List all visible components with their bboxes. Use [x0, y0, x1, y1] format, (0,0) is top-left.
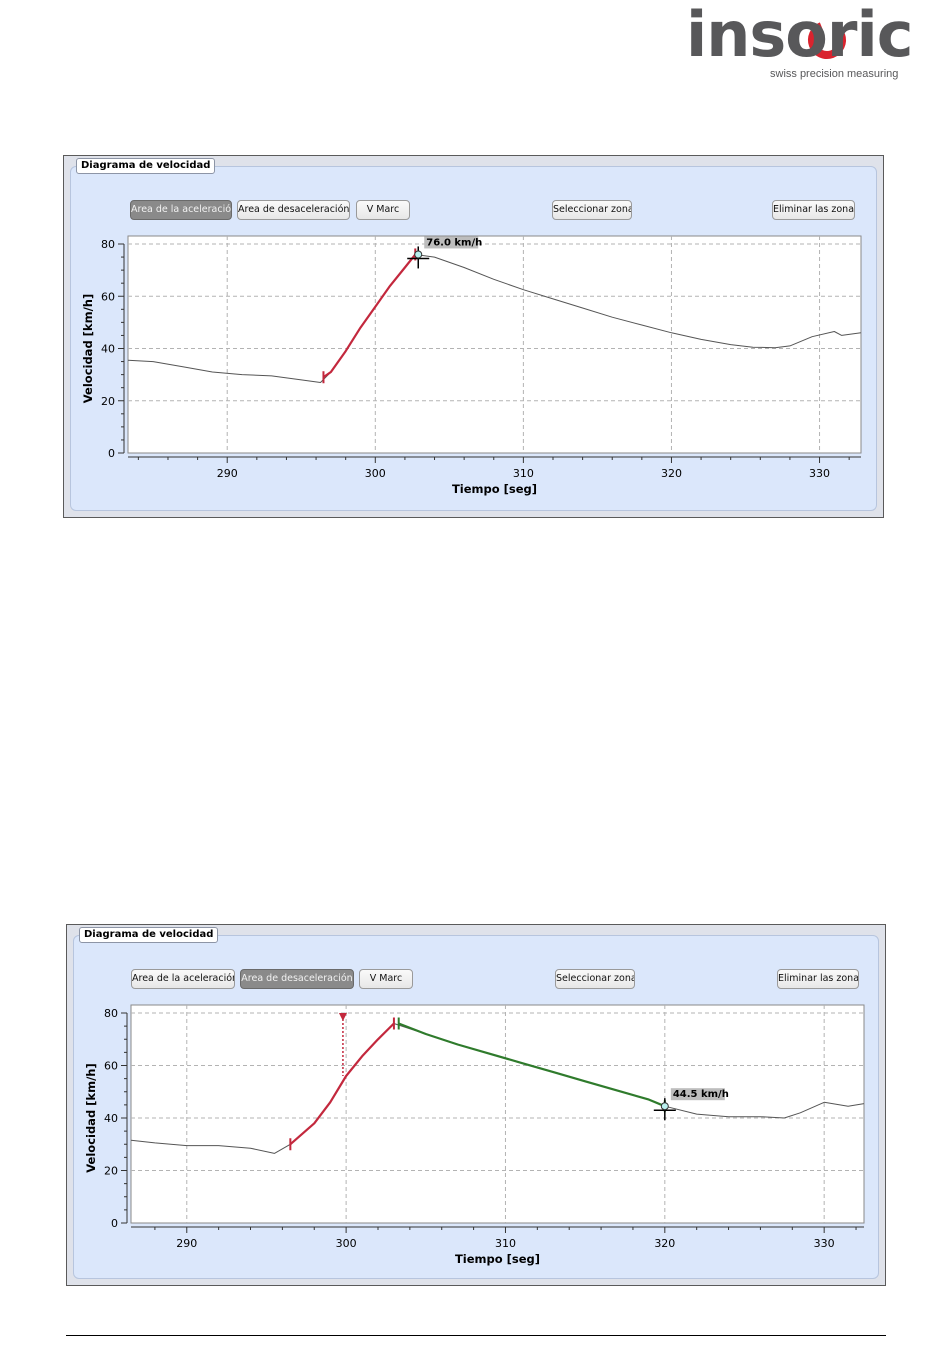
x-tick-label: 290	[176, 1237, 197, 1250]
speed-curve	[127, 254, 862, 383]
y-axis-title: Velocidad [km/h]	[84, 1063, 98, 1172]
logo-tagline: swiss precision measuring	[770, 68, 899, 80]
x-tick-label: 300	[336, 1237, 357, 1250]
footer-divider	[66, 1335, 886, 1336]
y-tick-label: 40	[101, 343, 115, 356]
select-zone-button[interactable]: Seleccionar zona	[555, 969, 635, 989]
y-tick-label: 60	[104, 1060, 118, 1073]
value-label: 76.0 km/h	[426, 237, 482, 248]
x-axis-title: Tiempo [seg]	[455, 1252, 540, 1266]
x-tick-label: 310	[495, 1237, 516, 1250]
v-marc-triangle-icon[interactable]	[338, 1013, 347, 1021]
y-tick-label: 40	[104, 1112, 118, 1125]
logo-wordmark: insoric	[686, 0, 913, 71]
highlight-zone-curve	[322, 253, 417, 379]
y-tick-label: 60	[101, 290, 115, 303]
value-label-background	[424, 236, 479, 249]
v-marc-button[interactable]: V Marc	[359, 969, 413, 989]
x-tick-label: 290	[217, 467, 238, 480]
y-tick-label: 20	[104, 1165, 118, 1178]
plot-area	[127, 235, 862, 454]
value-label-background	[670, 1088, 725, 1101]
value-point-marker[interactable]	[660, 1102, 669, 1111]
speed-chart[interactable]: 0 20 40 60 80 290 300 310 320 330 Tiempo [seg] Velo…	[64, 156, 885, 519]
acceleration-area-button[interactable]: Area de la aceleración	[131, 969, 235, 989]
x-tick-label: 300	[365, 467, 386, 480]
y-tick-label: 20	[101, 395, 115, 408]
speed-chart[interactable]: 0 20 40 60 80 290 300 310 320 330 Tiempo [seg] Velo…	[67, 925, 887, 1287]
insoric-logo: insoric swiss precision measuring	[686, 0, 913, 84]
y-tick-label: 80	[104, 1007, 118, 1020]
highlight-zone-curve	[398, 1022, 666, 1108]
x-tick-label: 320	[654, 1237, 675, 1250]
y-axis-title: Velocidad [km/h]	[81, 294, 95, 403]
x-axis-title: Tiempo [seg]	[452, 482, 537, 496]
value-point-marker[interactable]	[414, 250, 423, 259]
speed-diagram-panel-1: Diagrama de velocidad Area de la acelera…	[63, 155, 884, 518]
speed-diagram-panel-2: Diagrama de velocidad Area de la acelera…	[66, 924, 886, 1286]
y-tick-label: 80	[101, 238, 115, 251]
panel-title: Diagrama de velocidad	[76, 158, 216, 174]
panel-title: Diagrama de velocidad	[79, 927, 219, 943]
plot-area	[130, 1004, 865, 1224]
logo-accent-ring-icon	[808, 21, 846, 59]
select-zone-button[interactable]: Seleccionar zona	[552, 200, 632, 220]
y-tick-label: 0	[108, 447, 115, 460]
acceleration-area-button[interactable]: Area de la aceleración	[130, 200, 232, 220]
x-tick-label: 320	[661, 467, 682, 480]
highlight-zone-curve	[289, 1022, 395, 1146]
x-tick-label: 330	[809, 467, 830, 480]
y-tick-label: 0	[111, 1217, 118, 1230]
x-tick-label: 310	[513, 467, 534, 480]
deceleration-area-button[interactable]: Area de desaceleración	[240, 969, 354, 989]
delete-zones-button[interactable]: Eliminar las zonas	[777, 969, 859, 989]
value-label: 44.5 km/h	[673, 1089, 729, 1100]
deceleration-area-button[interactable]: Area de desaceleración	[237, 200, 350, 220]
x-tick-label: 330	[814, 1237, 835, 1250]
delete-zones-button[interactable]: Eliminar las zonas	[772, 200, 855, 220]
v-marc-button[interactable]: V Marc	[356, 200, 410, 220]
